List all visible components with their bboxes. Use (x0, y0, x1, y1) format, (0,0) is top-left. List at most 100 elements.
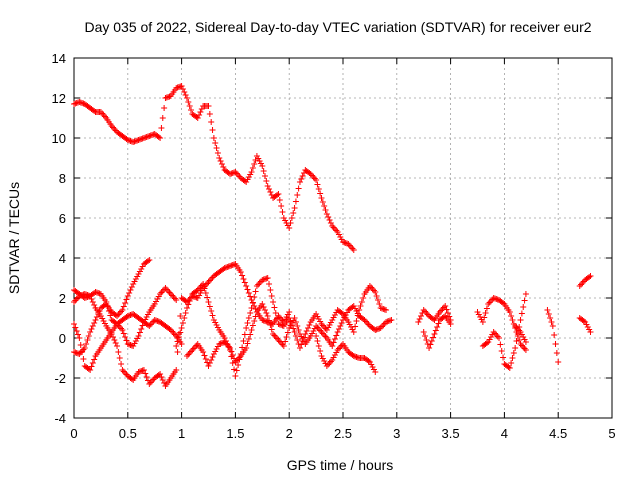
data-point (548, 319, 555, 325)
data-point (266, 317, 273, 324)
data-point (494, 333, 501, 340)
data-point (291, 329, 298, 335)
data-point (276, 338, 283, 345)
data-point (335, 326, 342, 332)
data-point (321, 332, 328, 338)
data-point (205, 363, 212, 369)
data-point (317, 348, 324, 354)
data-point (119, 327, 126, 333)
data-point (239, 272, 246, 279)
data-point (264, 313, 271, 319)
data-point (322, 207, 329, 213)
data-point (315, 343, 322, 349)
data-point (374, 297, 381, 303)
data-point (329, 223, 336, 229)
data-point (521, 345, 528, 352)
data-point (213, 145, 220, 151)
data-point (202, 290, 209, 296)
data-point (520, 304, 527, 310)
data-point (314, 324, 321, 331)
data-point (319, 330, 326, 337)
data-point (100, 112, 107, 118)
data-point (147, 321, 154, 328)
data-point (373, 293, 380, 299)
data-point (443, 306, 450, 313)
data-point (120, 330, 127, 337)
data-point (183, 95, 190, 101)
data-point (431, 331, 438, 337)
data-point (212, 140, 219, 146)
data-point (440, 314, 447, 320)
data-point (245, 336, 252, 342)
data-point (253, 283, 260, 289)
data-point (306, 322, 313, 328)
data-point (326, 217, 333, 223)
data-point (491, 330, 498, 337)
data-point (91, 320, 98, 326)
data-point (266, 281, 273, 287)
data-point (220, 164, 227, 170)
data-point (338, 310, 345, 316)
data-point (545, 311, 552, 317)
data-point (73, 328, 80, 334)
data-point (217, 158, 224, 164)
data-point (158, 289, 165, 296)
data-point (192, 344, 199, 350)
data-point (116, 355, 123, 361)
data-point (370, 287, 377, 294)
data-point (182, 310, 189, 316)
data-point (251, 161, 258, 167)
data-point (71, 299, 77, 305)
data-point (586, 274, 593, 280)
data-point (188, 348, 195, 355)
data-point (315, 186, 322, 192)
data-point (229, 352, 236, 358)
data-point (233, 367, 240, 374)
data-point (260, 304, 267, 310)
data-point (505, 364, 512, 370)
data-point (165, 288, 172, 294)
data-point (319, 322, 326, 329)
data-point (360, 295, 367, 301)
data-point (87, 367, 94, 373)
data-point (579, 280, 586, 286)
data-point (161, 105, 168, 111)
data-point (119, 307, 126, 313)
data-point (418, 313, 425, 319)
data-point (114, 343, 121, 349)
data-point (266, 186, 273, 192)
data-point (79, 349, 86, 355)
data-point (479, 319, 486, 325)
y-tick-label: 2 (59, 291, 66, 306)
data-point (247, 331, 254, 338)
data-point (260, 168, 267, 174)
data-point (338, 320, 345, 326)
data-point (89, 299, 96, 305)
data-point (248, 327, 255, 333)
data-point (286, 309, 293, 315)
data-point (358, 299, 365, 305)
data-point (286, 315, 293, 321)
data-point (81, 345, 88, 351)
data-point (485, 301, 492, 307)
data-point (350, 247, 357, 253)
data-point (159, 115, 166, 121)
data-point (249, 165, 256, 171)
data-point (512, 345, 519, 351)
data-point (517, 317, 524, 323)
data-point (496, 335, 503, 341)
data-point (270, 331, 277, 337)
data-points (71, 83, 594, 389)
data-point (517, 341, 524, 347)
data-point (88, 363, 95, 370)
x-tick-label: 0.5 (119, 426, 137, 441)
data-point (314, 181, 321, 188)
data-point (167, 291, 174, 297)
data-point (237, 269, 244, 275)
data-point (282, 338, 289, 345)
data-point (434, 324, 441, 330)
data-point (247, 310, 254, 316)
data-point (305, 325, 312, 331)
data-point (186, 350, 193, 356)
data-point (318, 195, 325, 201)
